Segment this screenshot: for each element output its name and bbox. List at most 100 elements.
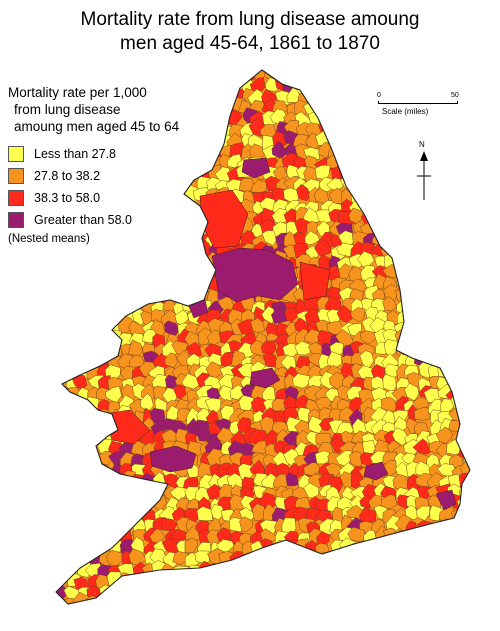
district-region xyxy=(393,70,409,83)
district-region xyxy=(151,597,168,604)
district-region xyxy=(471,606,484,621)
district-region xyxy=(181,373,200,390)
district-region xyxy=(150,70,166,73)
district-region xyxy=(425,245,444,260)
district-region xyxy=(172,70,187,82)
district-region xyxy=(85,331,101,350)
district-region xyxy=(324,563,342,579)
district-region xyxy=(173,255,189,269)
district-region xyxy=(416,341,434,359)
district-region xyxy=(458,415,470,432)
district-region xyxy=(328,78,347,96)
district-region xyxy=(414,296,431,313)
district-region xyxy=(275,70,292,81)
district-region xyxy=(56,420,60,438)
district-region xyxy=(83,493,99,511)
district-region xyxy=(472,111,488,126)
district-region xyxy=(325,126,342,141)
district-region xyxy=(329,553,344,568)
district-region xyxy=(426,277,441,293)
district-region xyxy=(394,550,410,567)
district-region xyxy=(94,332,111,345)
district-region xyxy=(458,234,470,247)
district-region xyxy=(175,276,192,291)
district-region xyxy=(475,298,487,313)
district-region xyxy=(296,580,310,598)
district-region xyxy=(337,573,353,594)
district-region xyxy=(345,70,366,83)
district-region xyxy=(239,582,256,602)
district-region xyxy=(440,343,455,358)
district-region xyxy=(367,123,388,138)
district-region xyxy=(436,563,452,579)
district-region xyxy=(62,495,77,510)
district-region xyxy=(259,416,275,435)
district-region xyxy=(183,253,202,272)
district-region xyxy=(206,574,222,591)
district-region xyxy=(261,550,278,565)
district-region xyxy=(73,462,89,478)
district-region xyxy=(457,338,470,356)
district-region xyxy=(459,242,470,256)
district-region xyxy=(56,540,68,558)
district-region xyxy=(56,399,61,415)
district-region xyxy=(439,307,455,325)
district-region xyxy=(403,540,419,556)
district-region xyxy=(64,329,82,345)
district-region xyxy=(381,494,398,510)
district-region xyxy=(294,565,309,581)
district-region xyxy=(207,582,227,598)
district-region xyxy=(373,154,386,170)
district-region xyxy=(217,569,234,586)
district-region xyxy=(176,407,190,422)
district-region xyxy=(460,552,470,568)
district-region xyxy=(451,230,466,247)
district-region xyxy=(82,529,100,547)
district-region xyxy=(336,304,354,323)
district-region xyxy=(418,609,434,625)
district-region xyxy=(382,296,398,312)
district-region xyxy=(250,317,266,334)
district-region xyxy=(474,176,490,191)
district-region xyxy=(473,286,486,302)
district-region xyxy=(99,605,114,617)
district-region xyxy=(427,288,445,304)
district-region xyxy=(392,197,409,211)
district-region xyxy=(327,88,341,107)
district-region xyxy=(472,407,487,421)
district-region xyxy=(262,587,279,602)
district-region xyxy=(338,561,354,580)
district-region xyxy=(296,550,312,570)
district-region xyxy=(56,518,62,534)
district-region xyxy=(460,582,470,600)
district-region xyxy=(394,174,410,192)
district-region xyxy=(56,328,57,346)
district-region xyxy=(471,598,488,612)
district-region xyxy=(296,184,311,202)
district-region xyxy=(56,246,59,262)
district-region xyxy=(118,265,136,283)
district-region xyxy=(306,583,321,597)
district-region xyxy=(472,158,486,171)
district-region xyxy=(45,605,58,623)
district-region xyxy=(241,70,257,81)
district-region xyxy=(61,411,79,427)
district-region xyxy=(339,121,357,137)
district-region xyxy=(76,530,92,547)
district-region xyxy=(40,275,56,290)
district-region xyxy=(449,354,468,371)
district-region xyxy=(382,185,398,204)
district-region xyxy=(449,550,465,569)
district-region xyxy=(226,594,244,604)
district-region xyxy=(439,147,457,162)
district-region xyxy=(471,78,488,91)
district-region xyxy=(385,232,401,249)
district-region xyxy=(97,70,112,74)
district-region xyxy=(297,407,312,423)
district-region xyxy=(182,70,199,75)
district-region xyxy=(459,597,470,604)
district-region xyxy=(304,230,320,246)
district-region xyxy=(416,505,431,521)
district-region xyxy=(469,319,470,338)
district-region xyxy=(361,166,376,182)
